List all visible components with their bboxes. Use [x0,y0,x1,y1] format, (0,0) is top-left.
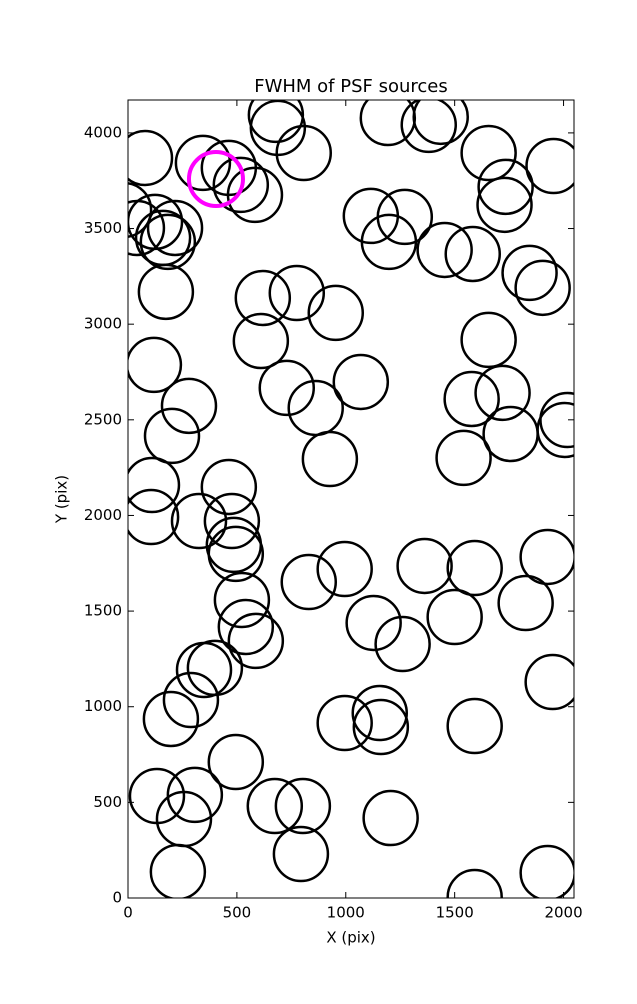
source-circle [416,221,473,279]
x-axis-label: X (pix) [326,929,375,947]
chart-title: FWHM of PSF sources [254,76,448,97]
source-circle [272,825,330,883]
source-circle [217,598,275,656]
y-tick-label: 2000 [84,506,122,524]
source-circle [446,539,503,597]
source-circle [128,456,181,514]
y-tick-label: 2500 [84,410,122,428]
source-circle [160,377,218,435]
source-circle [519,528,574,586]
y-tick-label: 3000 [84,315,122,333]
x-tick-label: 1500 [436,904,474,922]
source-circle [360,213,418,271]
source-circle [268,264,326,322]
source-circle [142,690,200,748]
source-circle [345,594,402,652]
source-circle [275,124,332,182]
source-circle [497,574,554,632]
source-circle [128,488,180,546]
source-circle [207,733,265,791]
source-circle [501,244,558,302]
y-tick-label: 4000 [84,123,122,141]
x-tick-label: 1000 [327,904,365,922]
source-circle [234,269,292,327]
source-circle [426,588,483,646]
y-axis-label: Y (pix) [53,475,71,524]
source-circle [200,458,258,516]
source-circle [143,407,201,465]
source-circle [174,134,232,192]
plot-area [128,100,574,898]
source-circle [352,698,410,756]
source-circle [274,777,332,835]
source-circle [232,312,290,370]
source-circle [301,430,359,488]
axes-frame [127,99,575,899]
source-circle [258,359,316,417]
source-circle [519,844,574,898]
source-circle [226,166,284,224]
source-circle [162,671,220,729]
source-circle [460,311,517,369]
source-circle [446,868,503,898]
source-circle [316,694,373,752]
source-circle [246,777,304,835]
source-circle [128,336,183,394]
source-circle [207,525,265,583]
source-circle [446,697,503,755]
source-circle [514,259,571,317]
y-tick-label: 3500 [84,219,122,237]
source-circle [139,213,197,271]
source-circle [307,284,365,342]
source-circle [525,137,574,195]
source-circle [213,571,271,629]
source-circle [128,182,153,238]
source-circle [351,684,408,742]
source-circle [396,537,453,595]
source-circle [170,492,228,550]
y-tick-label: 500 [93,793,122,811]
source-circle [203,492,261,550]
source-circle [227,612,285,670]
source-circle [524,653,574,711]
source-circle [400,100,457,154]
source-circle [362,789,419,847]
source-circle [536,401,574,459]
source-circle [474,364,531,422]
source-circle [435,429,492,487]
source-circle [444,225,501,283]
source-circle [280,553,338,611]
source-circle [212,156,270,214]
source-circle [166,766,224,824]
source-circle [128,129,174,187]
source-circle [476,176,533,234]
source-circle [316,540,373,598]
y-tick-label: 0 [112,889,122,907]
source-circle [412,100,469,146]
source-circle [186,639,244,697]
source-circle [477,158,534,216]
source-circle [460,124,517,182]
source-circle [443,370,500,428]
x-tick-label: 2000 [544,904,582,922]
source-circle [146,199,204,257]
y-tick-label: 1500 [84,602,122,620]
x-tick-label: 500 [223,904,252,922]
x-tick-label: 0 [123,904,133,922]
source-circle [332,353,390,411]
source-circle [374,615,431,673]
source-circle [149,843,207,898]
source-circle [539,391,574,449]
source-circle [186,149,245,208]
y-tick-label: 1000 [84,697,122,715]
source-circle [137,263,195,321]
